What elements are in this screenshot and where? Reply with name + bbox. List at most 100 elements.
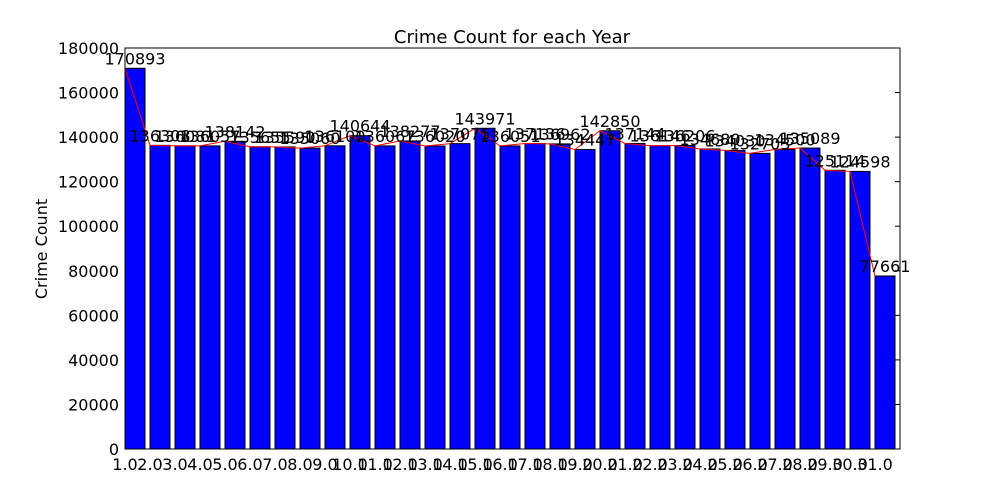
bar — [499, 145, 521, 450]
value-label: 137144 — [604, 124, 665, 143]
x-tick-label: 20.0 — [582, 455, 618, 474]
x-tick-label: 4.0 — [187, 455, 212, 474]
x-tick-label: 28.0 — [782, 455, 818, 474]
bar — [249, 146, 271, 450]
x-tick-label: 23.0 — [657, 455, 693, 474]
x-tick-label: 26.0 — [732, 455, 768, 474]
bar — [274, 146, 296, 450]
bar — [374, 145, 396, 450]
bar — [774, 148, 796, 450]
x-tick-label: 1.0 — [112, 455, 137, 474]
value-label: 136081 — [154, 127, 215, 146]
bar — [399, 140, 421, 450]
bar — [599, 130, 621, 450]
value-label: 134030 — [704, 131, 765, 150]
x-tick-label: 10.0 — [332, 455, 368, 474]
value-label: 170893 — [104, 49, 165, 68]
value-label: 124598 — [829, 152, 890, 171]
value-label: 77661 — [860, 257, 911, 276]
bar — [649, 145, 671, 450]
value-label: 142850 — [579, 112, 640, 131]
x-tick-label: 14.0 — [432, 455, 468, 474]
x-tick-label: 15.0 — [457, 455, 493, 474]
bar — [524, 142, 546, 450]
bar — [149, 144, 171, 450]
x-tick-label: 17.0 — [507, 455, 543, 474]
value-label: 136100 — [304, 127, 365, 146]
x-tick-label: 5.0 — [212, 455, 237, 474]
y-tick-label: 100000 — [58, 217, 119, 236]
value-label: 135590 — [254, 128, 315, 147]
bar — [324, 145, 346, 450]
bar — [674, 145, 696, 450]
x-tick-label: 18.0 — [532, 455, 568, 474]
y-tick-label: 180000 — [58, 39, 119, 58]
value-label: 137136 — [504, 124, 565, 143]
x-tick-label: 30.0 — [832, 455, 868, 474]
value-label: 136962 — [529, 125, 590, 144]
value-label: 135655 — [229, 128, 290, 147]
value-label: 136146 — [629, 127, 690, 146]
value-label: 140644 — [329, 117, 390, 136]
value-label: 136020 — [404, 127, 465, 146]
value-label: 132703 — [729, 134, 790, 153]
value-label: 136067 — [354, 127, 415, 146]
y-tick-label: 140000 — [58, 128, 119, 147]
plot-frame — [124, 47, 901, 450]
value-label: 135060 — [279, 129, 340, 148]
value-label: 125114 — [804, 151, 865, 170]
bar — [449, 143, 471, 450]
value-label: 134680 — [679, 130, 740, 149]
y-tick-label: 160000 — [58, 84, 119, 103]
value-label: 134447 — [554, 130, 615, 149]
value-label: 138277 — [379, 122, 440, 141]
bar — [724, 149, 746, 450]
bar — [299, 147, 321, 450]
bar — [824, 169, 846, 450]
value-label: 138142 — [204, 122, 265, 141]
x-tick-label: 24.0 — [682, 455, 718, 474]
line — [124, 68, 876, 277]
bar — [549, 143, 571, 450]
x-tick-label: 8.0 — [287, 455, 312, 474]
bar — [199, 145, 221, 450]
x-tick-label: 12.0 — [382, 455, 418, 474]
bar — [699, 148, 721, 450]
x-tick-label: 2.0 — [137, 455, 162, 474]
y-tick-label: 20000 — [68, 395, 119, 414]
bar — [174, 145, 196, 450]
value-label: 134500 — [754, 130, 815, 149]
x-tick-label: 7.0 — [262, 455, 287, 474]
y-axis-label: Crime Count — [32, 199, 51, 299]
value-label: 137075 — [429, 125, 490, 144]
bar — [874, 275, 896, 450]
bar — [349, 135, 371, 450]
bar — [574, 148, 596, 450]
bar — [424, 145, 446, 450]
x-tick-label: 31.0 — [857, 455, 893, 474]
y-tick-label: 40000 — [68, 351, 119, 370]
bar — [224, 140, 246, 450]
x-tick-label: 16.0 — [482, 455, 518, 474]
value-label: 143971 — [454, 109, 515, 128]
x-tick-label: 6.0 — [237, 455, 262, 474]
value-label: 136308 — [129, 126, 190, 145]
value-label: 136051 — [479, 127, 540, 146]
y-tick-label: 80000 — [68, 262, 119, 281]
x-tick-label: 21.0 — [607, 455, 643, 474]
x-tick-label: 27.0 — [757, 455, 793, 474]
bar — [799, 147, 821, 450]
value-label: 136206 — [654, 127, 715, 146]
chart-title: Crime Count for each Year — [394, 27, 631, 48]
bar — [474, 127, 496, 450]
y-tick-label: 60000 — [68, 306, 119, 325]
bar — [624, 142, 646, 450]
value-label: 135089 — [779, 129, 840, 148]
x-tick-label: 3.0 — [162, 455, 187, 474]
x-tick-label: 11.0 — [357, 455, 393, 474]
y-tick-label: 0 — [109, 440, 119, 459]
x-tick-label: 13.0 — [407, 455, 443, 474]
x-tick-label: 29.0 — [807, 455, 843, 474]
x-tick-label: 19.0 — [557, 455, 593, 474]
